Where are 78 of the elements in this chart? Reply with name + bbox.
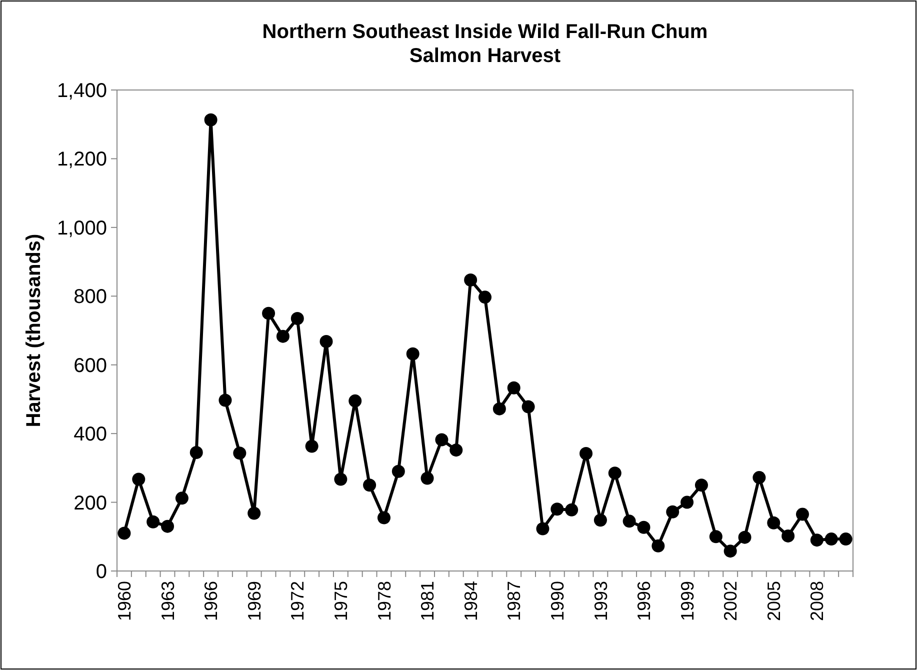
point (233, 446, 246, 460)
x-tick-label: 1972 (288, 581, 308, 622)
x-tick-label: 2008 (807, 581, 828, 622)
x-tick-label: 1963 (158, 581, 178, 622)
x-tick-label: 1996 (634, 581, 654, 622)
point (334, 472, 348, 486)
point (724, 544, 737, 558)
point (767, 516, 780, 530)
point (536, 522, 550, 536)
x-tick-label: 1960 (114, 581, 135, 622)
point (118, 526, 131, 540)
point (435, 433, 448, 446)
point (348, 394, 362, 408)
point (420, 472, 434, 485)
point (622, 514, 636, 528)
point (377, 511, 390, 524)
x-tick-label: 2002 (720, 581, 741, 622)
point (637, 520, 650, 534)
y-tick-label: 800 (74, 286, 107, 308)
x-tick-label: 1984 (460, 581, 481, 622)
point (680, 496, 694, 509)
point (290, 312, 304, 325)
point (406, 347, 420, 360)
x-tick-label: 1969 (244, 581, 264, 622)
point (392, 464, 405, 478)
point (248, 506, 261, 520)
point (464, 273, 478, 286)
y-tick-label: 1,000 (56, 217, 107, 240)
point (796, 508, 809, 521)
point (320, 334, 333, 348)
x-tick-label: 1978 (374, 581, 394, 622)
point (522, 400, 535, 414)
point (752, 471, 766, 484)
point (694, 478, 708, 492)
point (276, 330, 290, 343)
y-tick-label: 0 (96, 561, 107, 583)
point (782, 529, 795, 542)
point (666, 505, 680, 518)
point (204, 113, 218, 126)
y-tick-label: 1,200 (56, 148, 107, 171)
point (218, 394, 232, 407)
y-tick-label: 1,400 (56, 80, 107, 102)
point (824, 532, 838, 546)
y-tick-label: 600 (74, 354, 107, 377)
point (810, 534, 824, 547)
point (652, 539, 665, 552)
point (132, 472, 146, 486)
point (550, 502, 564, 516)
y-tick-label: 400 (74, 424, 107, 446)
point (262, 306, 276, 320)
y-axis-title: Harvest (thousands) (23, 234, 45, 428)
point (190, 446, 203, 459)
x-tick-label: 1999 (677, 581, 698, 622)
x-tick-label: 1966 (201, 581, 222, 622)
point (363, 478, 376, 492)
chart-title: Northern Southeast Inside Wild Fall-Run Chum Salmon Harvest (262, 21, 708, 67)
point (507, 381, 520, 394)
x-tick-label: 1981 (418, 581, 438, 622)
x-tick-label: 1975 (330, 581, 351, 622)
point (608, 466, 622, 480)
point (580, 447, 593, 460)
point (146, 515, 160, 528)
point (161, 520, 174, 533)
point (709, 530, 722, 544)
point (175, 492, 188, 505)
point (492, 402, 506, 416)
x-tick-label: 1993 (590, 581, 611, 622)
x-tick-label: 1987 (504, 581, 524, 622)
point (738, 530, 752, 544)
point (450, 444, 463, 457)
point (478, 290, 492, 304)
y-tick-label: 200 (74, 492, 107, 514)
point (839, 532, 852, 546)
point (565, 503, 578, 516)
point (594, 514, 607, 527)
x-tick-label: 1990 (547, 581, 568, 622)
point (305, 440, 318, 453)
x-tick-label: 2005 (764, 581, 784, 622)
